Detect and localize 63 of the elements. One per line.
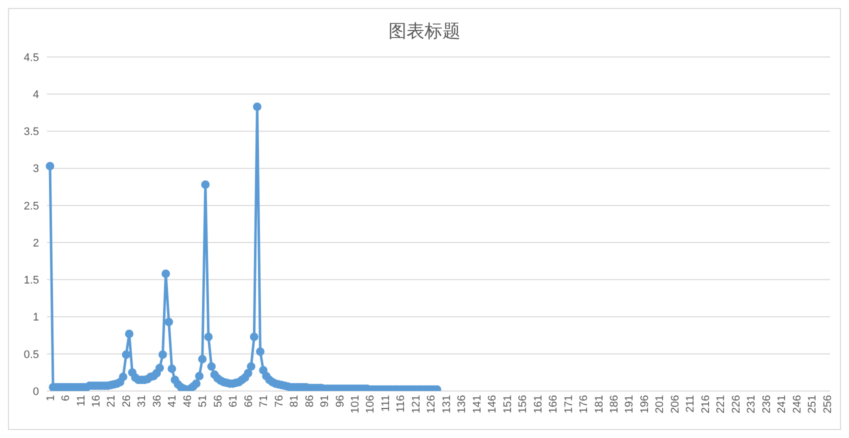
x-tick-label: 96 (334, 395, 346, 408)
x-tick-label: 226 (730, 395, 742, 414)
x-tick-label: 46 (182, 395, 194, 408)
x-tick-label: 51 (197, 395, 210, 408)
x-tick-label: 216 (700, 395, 712, 414)
x-tick-label: 241 (776, 395, 788, 414)
x-tick-label: 166 (548, 395, 560, 414)
chart-title: 图表标题 (388, 20, 462, 44)
x-tick-label: 136 (456, 395, 468, 414)
x-tick-label: 106 (364, 395, 377, 414)
x-tick-label: 91 (319, 395, 332, 408)
x-tick-label: 36 (151, 395, 164, 408)
x-tick-label: 66 (242, 395, 255, 408)
y-tick-label: 1 (32, 312, 39, 324)
y-tick-label: 4 (32, 89, 39, 102)
x-tick-label: 11 (75, 395, 88, 406)
x-tick-label: 156 (517, 395, 530, 414)
x-tick-label: 171 (562, 395, 575, 414)
y-tick-label: 1.5 (24, 274, 39, 287)
x-tick-label: 191 (624, 395, 636, 414)
x-tick-label: 41 (166, 395, 179, 408)
y-tick-label: 2.5 (24, 200, 39, 212)
x-tick-label: 101 (350, 395, 362, 414)
x-tick-label: 176 (578, 395, 590, 414)
x-tick-label: 211 (684, 395, 697, 413)
x-tick-label: 161 (532, 395, 544, 414)
y-tick-label: 3 (32, 163, 39, 176)
x-tick-label: 81 (288, 395, 301, 408)
x-tick-label: 76 (273, 395, 286, 408)
x-tick-label: 246 (791, 395, 804, 414)
y-tick-label: 0 (32, 386, 39, 398)
x-tick-label: 181 (593, 395, 606, 414)
y-tick-label: 0.5 (24, 348, 39, 361)
x-tick-label: 141 (471, 395, 484, 414)
x-tick-label: 6 (60, 395, 72, 402)
x-tick-label: 186 (608, 395, 621, 414)
x-tick-label: 31 (136, 395, 148, 408)
y-tick-label: 3.5 (24, 126, 39, 138)
x-tick-label: 121 (410, 395, 422, 414)
x-tick-label: 151 (502, 395, 514, 414)
x-tick-label: 21 (106, 395, 118, 408)
x-tick-label: 71 (258, 395, 270, 408)
y-tick-label: 4.5 (24, 52, 39, 64)
y-tick-label: 2 (32, 237, 39, 250)
x-tick-label: 221 (715, 395, 728, 414)
x-tick-label: 16 (90, 395, 103, 408)
x-tick-label: 131 (440, 395, 453, 414)
x-tick-label: 256 (822, 395, 834, 414)
x-tick-label: 86 (304, 395, 316, 408)
x-tick-label: 236 (760, 395, 773, 414)
x-tick-label: 1 (44, 395, 57, 402)
x-tick-label: 26 (120, 395, 133, 408)
x-tick-label: 111 (380, 395, 392, 412)
x-tick-label: 116 (395, 395, 408, 413)
x-tick-label: 146 (486, 395, 499, 414)
x-tick-label: 196 (638, 395, 651, 414)
x-tick-label: 201 (654, 395, 666, 414)
x-tick-label: 206 (669, 395, 682, 414)
x-tick-label: 231 (746, 395, 758, 414)
x-tick-label: 126 (426, 395, 438, 414)
x-tick-label: 56 (212, 395, 224, 408)
x-tick-label: 61 (228, 395, 240, 408)
x-tick-label: 251 (806, 395, 819, 414)
